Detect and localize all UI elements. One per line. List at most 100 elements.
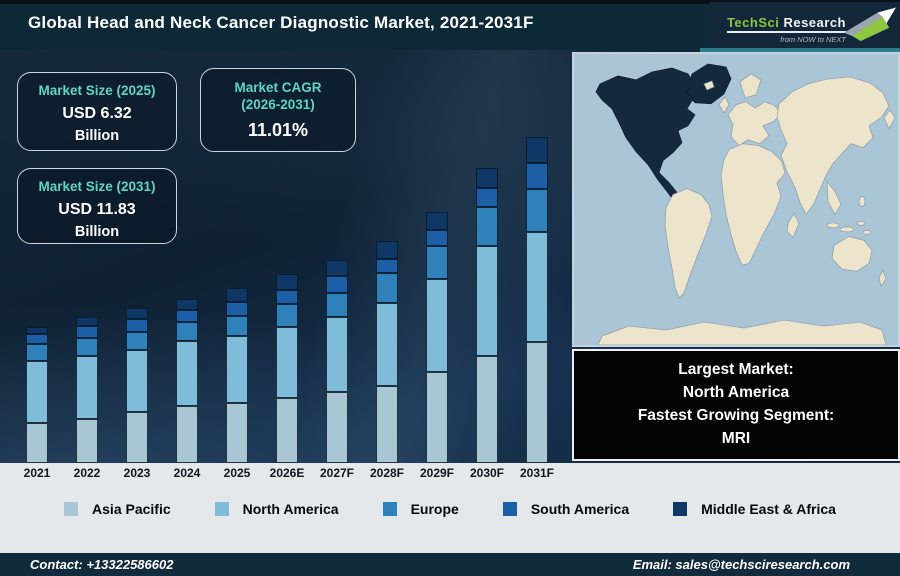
- legend-label: Middle East & Africa: [701, 501, 836, 517]
- callout-fastest-segment-value: MRI: [721, 430, 751, 447]
- x-axis-label: 2021: [23, 466, 51, 480]
- bar-segment-north-america: [176, 341, 198, 406]
- brand-name-primary: TechSci: [726, 15, 780, 30]
- stat-unit: Billion: [74, 128, 120, 144]
- bar-segment-middle-east-africa: [276, 274, 298, 290]
- callout-largest-market-value: North America: [682, 384, 790, 401]
- bottom-band: 2021 2022 2023 2024 2025 2026E 2027F 2028F 2029F…: [0, 463, 900, 553]
- bar-segment-europe: [76, 338, 98, 356]
- bar-2023: [126, 308, 148, 463]
- legend-item: Middle East & Africa: [673, 501, 836, 517]
- legend-item: Asia Pacific: [64, 501, 171, 517]
- map-region-madagascar: [786, 212, 800, 238]
- x-axis-label: 2025: [223, 466, 251, 480]
- stat-label-line2: (2026-2031): [241, 97, 315, 112]
- map-region-southeast-asia: [826, 180, 842, 216]
- bar-2031F: [526, 137, 548, 463]
- bar-segment-asia-pacific: [526, 342, 548, 463]
- map-region-iceland: [703, 80, 715, 91]
- stat-label: Market Size (2031): [38, 179, 156, 194]
- bar-segment-north-america: [276, 327, 298, 398]
- bar-segment-north-america: [326, 317, 348, 392]
- bar-segment-asia-pacific: [426, 372, 448, 463]
- bar-2030F: [476, 168, 498, 463]
- map-region-south-america: [664, 188, 713, 299]
- bar-2022: [76, 317, 98, 463]
- bar-segment-asia-pacific: [376, 386, 398, 463]
- map-region-new-zealand: [878, 269, 887, 288]
- bar-segment-middle-east-africa: [26, 327, 48, 334]
- bar-segment-asia-pacific: [226, 403, 248, 463]
- map-region-antarctica: [597, 319, 887, 345]
- bar-segment-asia-pacific: [126, 412, 148, 463]
- bar-segment-europe: [376, 273, 398, 303]
- brand-name-secondary: Research: [783, 15, 846, 30]
- bar-segment-asia-pacific: [476, 356, 498, 463]
- bar-segment-asia-pacific: [26, 423, 48, 463]
- legend-item: South America: [502, 501, 630, 517]
- bar-2024: [176, 299, 198, 463]
- bar-segment-europe: [176, 322, 198, 341]
- x-axis-label: 2024: [173, 466, 201, 480]
- bar-segment-middle-east-africa: [176, 299, 198, 310]
- stat-box-market-cagr: Market CAGR (2026-2031) 11.01%: [200, 68, 356, 152]
- stat-value: USD 6.32: [62, 105, 132, 122]
- bar-segment-europe: [326, 293, 348, 317]
- bar-segment-north-america: [126, 350, 148, 412]
- map-region-north-america: [595, 67, 696, 204]
- bar-segment-south-america: [526, 163, 548, 189]
- footer-bar: Contact: +13322586602 Email: sales@techs…: [0, 553, 900, 576]
- bar-segment-middle-east-africa: [326, 260, 348, 276]
- bar-2021: [26, 327, 48, 463]
- bar-segment-south-america: [76, 326, 98, 338]
- bar-segment-south-america: [326, 276, 348, 293]
- bar-2025: [226, 288, 248, 463]
- legend-label: Asia Pacific: [92, 501, 171, 517]
- x-axis-label: 2023: [123, 466, 151, 480]
- bar-segment-north-america: [376, 303, 398, 386]
- footer-contact: Contact: +13322586602: [30, 557, 174, 572]
- bar-segment-south-america: [276, 290, 298, 304]
- bar-2028F: [376, 241, 398, 463]
- callout-fastest-segment-label: Fastest Growing Segment:: [637, 407, 835, 424]
- x-axis-label: 2026E: [269, 466, 305, 480]
- map-region-asia: [776, 76, 890, 216]
- logo-accent-line: [700, 48, 900, 52]
- bar-segment-south-america: [376, 259, 398, 273]
- x-axis-label: 2029F: [419, 466, 455, 480]
- bar-segment-europe: [276, 304, 298, 327]
- bar-segment-north-america: [226, 336, 248, 403]
- stat-unit: Billion: [74, 224, 120, 240]
- bar-segment-middle-east-africa: [126, 308, 148, 319]
- bar-segment-middle-east-africa: [76, 317, 98, 326]
- bar-segment-south-america: [476, 188, 498, 207]
- legend-swatch: [382, 502, 397, 516]
- bar-2027F: [326, 260, 348, 463]
- legend: Asia Pacific North America Europe South Ame…: [0, 501, 900, 517]
- x-axis-labels: 2021 2022 2023 2024 2025 2026E 2027F 2028F 2029F…: [0, 463, 572, 483]
- legend-label: South America: [530, 501, 630, 517]
- bar-segment-north-america: [526, 232, 548, 342]
- x-axis-label: 2027F: [319, 466, 355, 480]
- callout-box: Largest Market: North America Fastest Gr…: [572, 349, 900, 461]
- bar-segment-middle-east-africa: [426, 212, 448, 230]
- brand-logo-text: TechSci Research from NOW to NEXT: [726, 15, 846, 44]
- x-axis-label: 2022: [73, 466, 101, 480]
- stat-value: 11.01%: [247, 120, 309, 140]
- stat-label: Market Size (2025): [38, 83, 156, 98]
- legend-swatch: [502, 502, 517, 516]
- bar-segment-europe: [126, 332, 148, 350]
- page-title: Global Head and Neck Cancer Diagnostic M…: [28, 13, 534, 32]
- bar-segment-south-america: [126, 319, 148, 332]
- map-region-australia: [831, 235, 873, 272]
- bar-2026E: [276, 274, 298, 463]
- map-island: [839, 226, 855, 233]
- bar-segment-europe: [476, 207, 498, 246]
- bar-segment-south-america: [426, 230, 448, 246]
- bar-segment-europe: [26, 344, 48, 361]
- bar-segment-middle-east-africa: [376, 241, 398, 259]
- top-edge-strip: [0, 0, 900, 4]
- world-map: [572, 52, 900, 347]
- legend-label: Europe: [410, 501, 459, 517]
